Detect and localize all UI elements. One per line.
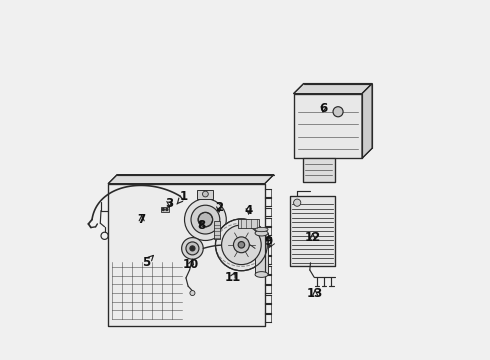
- Text: 7: 7: [138, 213, 146, 226]
- Polygon shape: [294, 94, 362, 158]
- Text: 9: 9: [264, 235, 272, 248]
- Circle shape: [198, 212, 213, 227]
- Bar: [161, 207, 170, 212]
- Text: 10: 10: [183, 258, 199, 271]
- Polygon shape: [362, 84, 372, 158]
- Circle shape: [166, 208, 168, 211]
- Ellipse shape: [255, 230, 268, 236]
- Circle shape: [185, 199, 226, 240]
- Text: 5: 5: [142, 255, 153, 269]
- Text: 8: 8: [197, 219, 206, 231]
- Polygon shape: [290, 196, 335, 266]
- Circle shape: [233, 237, 249, 253]
- Polygon shape: [294, 84, 372, 94]
- Text: 1: 1: [177, 190, 188, 204]
- Circle shape: [190, 246, 195, 251]
- Polygon shape: [108, 184, 265, 326]
- Circle shape: [221, 225, 261, 265]
- Circle shape: [202, 191, 208, 197]
- Polygon shape: [303, 158, 335, 182]
- Circle shape: [333, 107, 343, 117]
- Bar: [238, 219, 259, 228]
- Text: 13: 13: [307, 287, 323, 300]
- Text: 3: 3: [165, 197, 173, 210]
- Text: 11: 11: [224, 271, 241, 284]
- Circle shape: [182, 238, 203, 259]
- Ellipse shape: [255, 228, 268, 232]
- Circle shape: [238, 242, 245, 248]
- Circle shape: [162, 208, 164, 211]
- Text: 2: 2: [215, 201, 223, 213]
- Circle shape: [216, 219, 268, 271]
- Bar: [197, 190, 213, 199]
- Bar: [214, 221, 220, 239]
- Bar: [255, 233, 268, 275]
- Circle shape: [191, 205, 220, 234]
- Polygon shape: [108, 175, 274, 184]
- Circle shape: [294, 199, 301, 206]
- Circle shape: [190, 291, 195, 296]
- Text: 4: 4: [245, 204, 253, 217]
- Text: 6: 6: [319, 102, 328, 114]
- Text: 12: 12: [305, 231, 321, 244]
- Ellipse shape: [255, 271, 268, 277]
- Circle shape: [186, 242, 199, 255]
